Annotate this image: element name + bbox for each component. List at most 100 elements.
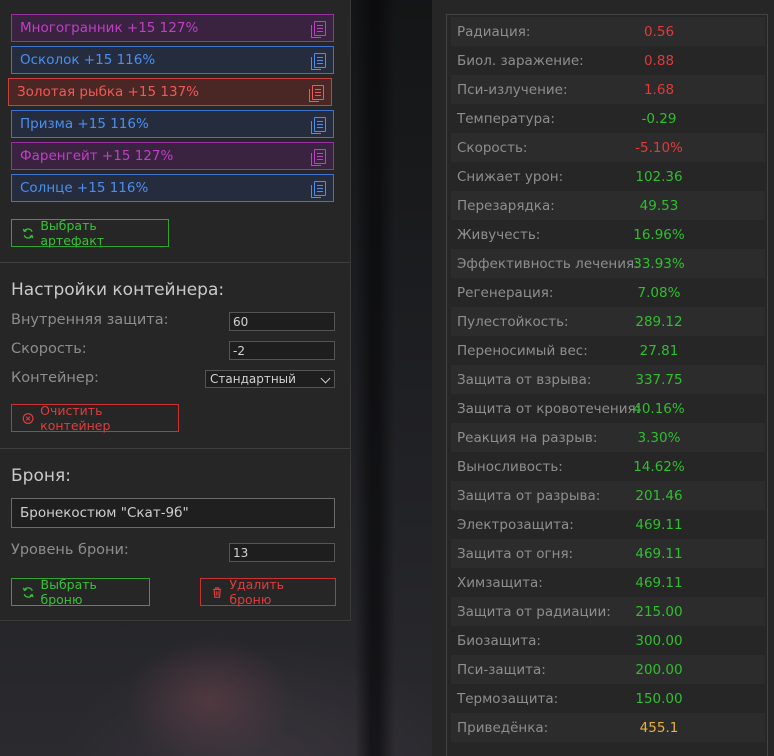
stat-row: Защита от разрыва: 201.46 [451,481,765,510]
stat-name: Термозащита: [457,690,559,707]
stat-value: 469.11 [635,516,683,533]
stat-row: Переносимый вес: 27.81 [451,336,765,365]
stat-row: Защита от взрыва: 337.75 [451,365,765,394]
container-select[interactable]: Стандартный [205,370,335,388]
clear-container-label: Очистить контейнер [40,403,111,433]
stat-name: Эффективность лечения: [457,255,639,272]
artifact-slot-6[interactable]: Солнце +15 116% [11,174,334,202]
stat-value: 0.56 [643,23,675,40]
stat-name: Биозащита: [457,632,541,649]
stat-name: Живучесть: [457,226,541,243]
stat-value: -5.10% [635,139,683,156]
document-icon[interactable] [309,85,324,102]
document-icon[interactable] [311,21,326,38]
stat-name: Выносливость: [457,458,563,475]
stat-row: Химзащита: 469.11 [451,568,765,597]
stat-row: Регенерация: 7.08% [451,278,765,307]
stat-value: 215.00 [635,603,683,620]
armor-level-label: Уровень брони: [11,542,129,558]
armor-level-input[interactable] [229,543,335,562]
stat-row: Защита от радиации: 215.00 [451,597,765,626]
stat-value: -0.29 [641,110,677,127]
document-icon[interactable] [311,149,326,166]
document-icon[interactable] [311,117,326,134]
stat-row: Пси-излучение: 1.68 [451,75,765,104]
stat-value: 33.93% [633,255,685,272]
inner-protection-label: Внутренняя защита: [11,312,169,328]
artifact-name: Осколок +15 116% [20,52,156,68]
armor-name-field[interactable]: Бронекостюм "Скат-9б" [11,498,335,528]
stat-value: 3.30% [637,429,681,446]
stat-value: 27.81 [639,342,679,359]
document-icon[interactable] [311,53,326,70]
stat-value: 469.11 [635,545,683,562]
artifact-name: Солнце +15 116% [20,180,149,196]
stat-name: Защита от разрыва: [457,487,601,504]
artifact-slot-5[interactable]: Фаренгейт +15 127% [11,142,334,170]
stat-row: Радиация: 0.56 [451,17,765,46]
stat-name: Биол. заражение: [457,52,584,69]
stat-row: Реакция на разрыв: 3.30% [451,423,765,452]
stat-row: Перезарядка: 49.53 [451,191,765,220]
stats-table-border [446,14,768,756]
artifact-name: Фаренгейт +15 127% [20,148,174,164]
stat-row: Живучесть: 16.96% [451,220,765,249]
container-select-value: Стандартный [210,372,296,386]
stat-row: Температура: -0.29 [451,104,765,133]
stat-value: 337.75 [635,371,683,388]
refresh-icon [22,586,34,598]
stat-name: Перезарядка: [457,197,555,214]
stat-value: 455.1 [639,719,679,736]
clear-container-button[interactable]: Очистить контейнер [11,403,179,433]
stat-name: Пси-защита: [457,661,546,678]
container-label: Контейнер: [11,370,99,386]
stat-name: Пси-излучение: [457,81,568,98]
stat-name: Снижает урон: [457,168,564,185]
stat-row: Выносливость: 14.62% [451,452,765,481]
stat-name: Защита от радиации: [457,603,611,620]
speed-label: Скорость: [11,341,87,357]
stat-value: 0.88 [643,52,675,69]
stat-value: 40.16% [633,400,685,417]
background-tree [355,0,395,756]
stat-value: 14.62% [633,458,685,475]
stat-value: 300.00 [635,632,683,649]
stat-value: 201.46 [635,487,683,504]
stat-name: Температура: [457,110,555,127]
stat-name: Защита от кровотечения: [457,400,641,417]
document-icon[interactable] [311,181,326,198]
stat-row: Снижает урон: 102.36 [451,162,765,191]
armor-title: Броня: [11,466,71,486]
stat-value: 102.36 [635,168,683,185]
choose-artifact-button[interactable]: Выбрать артефакт [11,218,169,248]
stat-row: Защита от кровотечения: 40.16% [451,394,765,423]
stat-row: Электрозащита: 469.11 [451,510,765,539]
inner-protection-input[interactable] [229,312,335,331]
choose-armor-label: Выбрать броню [40,577,97,607]
stat-row: Скорость: -5.10% [451,133,765,162]
stat-row: Биол. заражение: 0.88 [451,46,765,75]
close-circle-icon [22,412,34,424]
stat-value: 200.00 [635,661,683,678]
stat-name: Защита от взрыва: [457,371,592,388]
artifact-slot-3[interactable]: Золотая рыбка +15 137% [8,78,332,106]
artifact-slot-2[interactable]: Осколок +15 116% [11,46,334,74]
stat-name: Скорость: [457,139,528,156]
delete-armor-label: Удалить броню [229,577,285,607]
stat-row: Пулестойкость: 289.12 [451,307,765,336]
chevron-down-icon [320,373,331,384]
stat-value: 49.53 [639,197,679,214]
stat-name: Химзащита: [457,574,543,591]
delete-armor-button[interactable]: Удалить броню [200,577,336,607]
stat-name: Радиация: [457,23,531,40]
choose-armor-button[interactable]: Выбрать броню [11,577,150,607]
trash-icon [213,586,222,598]
stat-row: Приведёнка: 455.1 [451,713,765,742]
artifact-name: Многогранник +15 127% [20,20,199,36]
stat-row: Биозащита: 300.00 [451,626,765,655]
artifact-slot-4[interactable]: Призма +15 116% [11,110,334,138]
stat-name: Пулестойкость: [457,313,569,330]
artifact-slot-1[interactable]: Многогранник +15 127% [11,14,334,42]
stat-row: Защита от огня: 469.11 [451,539,765,568]
speed-input[interactable] [229,341,335,360]
